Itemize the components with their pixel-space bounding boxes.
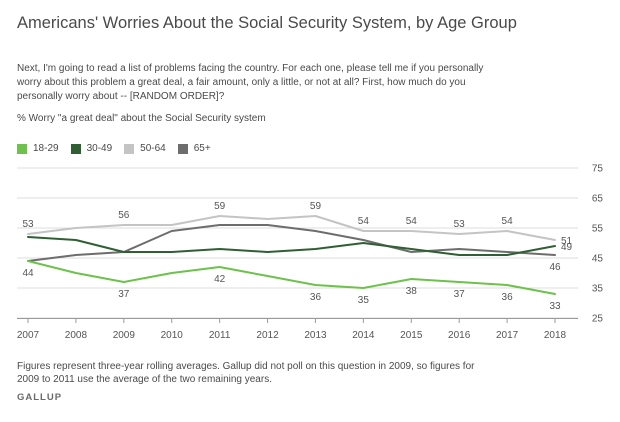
data-label-18-29-2011: 42 bbox=[214, 274, 226, 285]
data-label-50-64-2009: 56 bbox=[118, 210, 130, 221]
y-tick-label-65: 65 bbox=[592, 194, 604, 205]
x-tick-label-2016: 2016 bbox=[448, 330, 471, 341]
x-tick-label-2008: 2008 bbox=[65, 330, 88, 341]
chart-title: Americans' Worries About the Social Secu… bbox=[17, 14, 517, 32]
footnote: Figures represent three-year rolling ave… bbox=[17, 361, 475, 385]
legend-label-18-29: 18-29 bbox=[33, 143, 59, 154]
gallup-logo: GALLUP bbox=[17, 392, 63, 403]
series-line-18-29 bbox=[27, 260, 556, 295]
y-tick-label-35: 35 bbox=[592, 284, 604, 295]
legend-label-30-49: 30-49 bbox=[86, 143, 113, 154]
legend-swatch-65-plus bbox=[177, 143, 188, 154]
data-label-50-64-2011: 59 bbox=[214, 201, 226, 212]
series-line-30-49 bbox=[27, 236, 556, 256]
x-tick-label-2018: 2018 bbox=[544, 330, 567, 341]
y-tick-label-75: 75 bbox=[592, 164, 604, 175]
y-tick-label-55: 55 bbox=[592, 224, 604, 235]
data-label-50-64-2014: 54 bbox=[358, 216, 370, 227]
series-line-65-plus bbox=[27, 224, 556, 262]
legend-swatch-30-49 bbox=[70, 143, 81, 154]
legend-label-65-plus: 65+ bbox=[193, 143, 211, 154]
measure-label: % Worry "a great deal" about the Social … bbox=[17, 113, 266, 124]
data-label-65-plus-2018: 46 bbox=[549, 262, 561, 273]
legend-item-30-49: 30-49 bbox=[70, 143, 113, 154]
legend-swatch-18-29 bbox=[17, 143, 27, 154]
data-label-18-29-2009: 37 bbox=[118, 289, 130, 300]
data-label-50-64-2015: 54 bbox=[406, 216, 418, 227]
x-tick-label-2012: 2012 bbox=[256, 330, 279, 341]
data-label-50-64-2017: 54 bbox=[502, 216, 514, 227]
data-label-50-64-2013: 59 bbox=[310, 201, 322, 212]
data-label-50-64-2018: 51 bbox=[561, 236, 573, 247]
legend-item-18-29: 18-29 bbox=[17, 143, 59, 154]
legend-label-50-64: 50-64 bbox=[140, 143, 166, 154]
x-tick-label-2013: 2013 bbox=[304, 330, 327, 341]
legend: 18-29 30-49 50-64 65+ bbox=[17, 143, 211, 154]
data-label-50-64-2007: 53 bbox=[22, 219, 34, 230]
legend-item-50-64: 50-64 bbox=[124, 143, 166, 154]
y-tick-label-25: 25 bbox=[592, 314, 604, 325]
data-label-18-29-2016: 37 bbox=[454, 289, 466, 300]
data-label-18-29-2015: 38 bbox=[406, 286, 418, 297]
data-label-18-29-2007: 44 bbox=[22, 268, 34, 279]
data-label-18-29-2013: 36 bbox=[310, 292, 322, 303]
y-tick-label-45: 45 bbox=[592, 254, 604, 265]
data-label-18-29-2014: 35 bbox=[358, 295, 370, 306]
x-tick-label-2011: 2011 bbox=[209, 330, 231, 341]
series-line-50-64 bbox=[27, 215, 556, 241]
legend-swatch-50-64 bbox=[124, 143, 135, 154]
data-label-18-29-2018: 33 bbox=[549, 301, 561, 312]
data-label-30-49-2018: 49 bbox=[561, 242, 573, 253]
x-tick-label-2015: 2015 bbox=[400, 330, 423, 341]
x-tick-label-2010: 2010 bbox=[161, 330, 184, 341]
x-tick-label-2007: 2007 bbox=[17, 330, 40, 341]
x-tick-label-2014: 2014 bbox=[352, 330, 375, 341]
question-text: Next, I'm going to read a list of proble… bbox=[17, 63, 484, 102]
data-label-18-29-2017: 36 bbox=[502, 292, 514, 303]
legend-item-65-plus: 65+ bbox=[177, 143, 211, 154]
data-label-50-64-2016: 53 bbox=[454, 219, 466, 230]
x-tick-label-2017: 2017 bbox=[496, 330, 519, 341]
x-tick-label-2009: 2009 bbox=[113, 330, 136, 341]
